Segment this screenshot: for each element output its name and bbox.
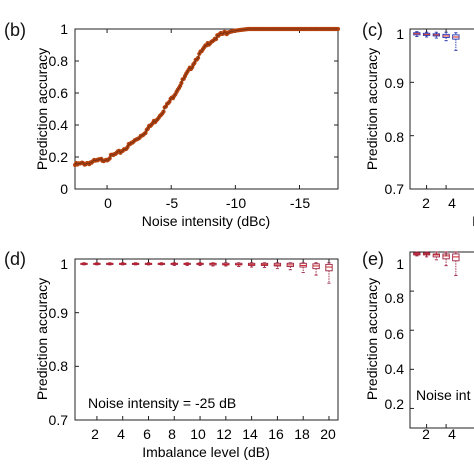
d-xtick-label-6: 14 (242, 426, 258, 442)
d-xtick-label-0: 2 (91, 426, 99, 442)
panel-c-y-tick-labels: 1 0.9 0.8 0.7 (385, 26, 405, 197)
panel-d-axes-box (74, 258, 339, 421)
panel-b-data-points (72, 26, 341, 168)
panel-c-axes-box (409, 28, 474, 190)
panel-e-y-axis-label: Prediction accuracy (364, 278, 380, 400)
panel-b-axes-box (74, 28, 339, 190)
panel-b: (b) 0 0.2 0.4 0.6 0.8 1 0 -5 -10 -15 Noi… (4, 20, 341, 229)
panel-d-y-tick-labels: 1 0.9 0.8 0.7 (49, 256, 69, 428)
c-ytick-label-3: 1 (396, 26, 404, 42)
panel-c-y-axis-label: Prediction accuracy (364, 48, 380, 170)
panel-b-y-ticks (75, 28, 338, 190)
panel-d-x-tick-labels: 2 4 6 8 10 12 14 16 18 20 (91, 426, 336, 442)
c-xtick-label-1: 4 (448, 195, 456, 211)
panel-b-x-tick-labels: 0 -5 -10 -15 (104, 195, 310, 211)
panel-d-annotation: Noise intensity = -25 dB (88, 395, 236, 411)
b-xtick-label-0: 0 (104, 195, 112, 211)
panel-d-y-axis-label: Prediction accuracy (34, 278, 50, 400)
panel-c-ticks (410, 28, 447, 190)
e-xtick-label-1: 4 (448, 426, 456, 442)
panel-d-boxes (80, 262, 333, 284)
d-xtick-label-9: 20 (320, 426, 336, 442)
d-xtick-label-7: 16 (268, 426, 284, 442)
c-xtick-label-0: 2 (422, 195, 430, 211)
d-xtick-label-1: 4 (117, 426, 125, 442)
panel-d-label: (d) (4, 249, 26, 269)
e-ytick-label-0: 0.2 (385, 396, 405, 412)
panel-e-x-tick-labels: 2 4 (422, 426, 456, 442)
e-ytick-label-4: 1 (396, 256, 404, 272)
c-ytick-label-1: 0.8 (385, 129, 405, 145)
d-ytick-label-1: 0.8 (49, 358, 69, 374)
panel-e-boxes (413, 251, 460, 276)
panel-c-boxes (413, 31, 460, 51)
b-ytick-label-1: 0.2 (49, 149, 69, 165)
e-ytick-label-2: 0.6 (385, 326, 405, 342)
d-ytick-label-3: 1 (60, 256, 68, 272)
panel-c-x-axis-label: I (472, 213, 474, 229)
e-ytick-label-1: 0.4 (385, 361, 405, 377)
b-ytick-label-3: 0.6 (49, 85, 69, 101)
b-xtick-label-2: -10 (226, 195, 246, 211)
panel-e-label: (e) (362, 249, 384, 269)
b-ytick-label-4: 0.8 (49, 53, 69, 69)
panel-b-y-tick-labels: 0 0.2 0.4 0.6 0.8 1 (49, 21, 69, 197)
b-xtick-label-3: -15 (290, 195, 310, 211)
panel-e-annotation: Noise int (416, 387, 471, 403)
c-ytick-label-0: 0.7 (385, 181, 405, 197)
panel-d: (d) 1 0.9 0.8 0.7 2 4 6 8 10 12 14 16 18… (4, 249, 339, 460)
panel-b-y-axis-label: Prediction accuracy (34, 48, 50, 170)
b-ytick-label-2: 0.4 (49, 117, 69, 133)
panel-b-x-axis-label: Noise intensity (dBc) (142, 213, 270, 229)
d-ytick-label-0: 0.7 (49, 412, 69, 428)
panel-c-x-tick-labels: 2 4 (422, 195, 456, 211)
panel-d-x-axis-label: Imbalance level (dB) (142, 444, 270, 460)
panel-e: (e) 1 0.8 0.6 0.4 0.2 2 4 Prediction acc… (362, 249, 474, 442)
b-ytick-label-5: 1 (60, 21, 68, 37)
panel-c-label: (c) (362, 20, 383, 40)
d-box (325, 263, 333, 272)
d-xtick-label-2: 6 (143, 426, 151, 442)
panel-e-axes-box (409, 251, 474, 429)
b-ytick-label-0: 0 (60, 181, 68, 197)
panel-b-x-ticks (106, 29, 301, 189)
b-series-line (74, 28, 338, 166)
panel-b-label: (b) (4, 20, 26, 40)
e-ytick-label-3: 0.8 (385, 290, 405, 306)
panel-e-y-tick-labels: 1 0.8 0.6 0.4 0.2 (385, 256, 405, 412)
d-xtick-label-4: 10 (190, 426, 206, 442)
d-xtick-label-5: 12 (216, 426, 232, 442)
d-xtick-label-3: 8 (168, 426, 176, 442)
panel-c: (c) 1 0.9 0.8 0.7 2 4 I Prediction accur… (362, 20, 474, 229)
b-xtick-label-1: -5 (166, 195, 179, 211)
d-ytick-label-2: 0.9 (49, 305, 69, 321)
c-ytick-label-2: 0.9 (385, 75, 405, 91)
d-xtick-label-8: 18 (294, 426, 310, 442)
e-xtick-label-0: 2 (422, 426, 430, 442)
